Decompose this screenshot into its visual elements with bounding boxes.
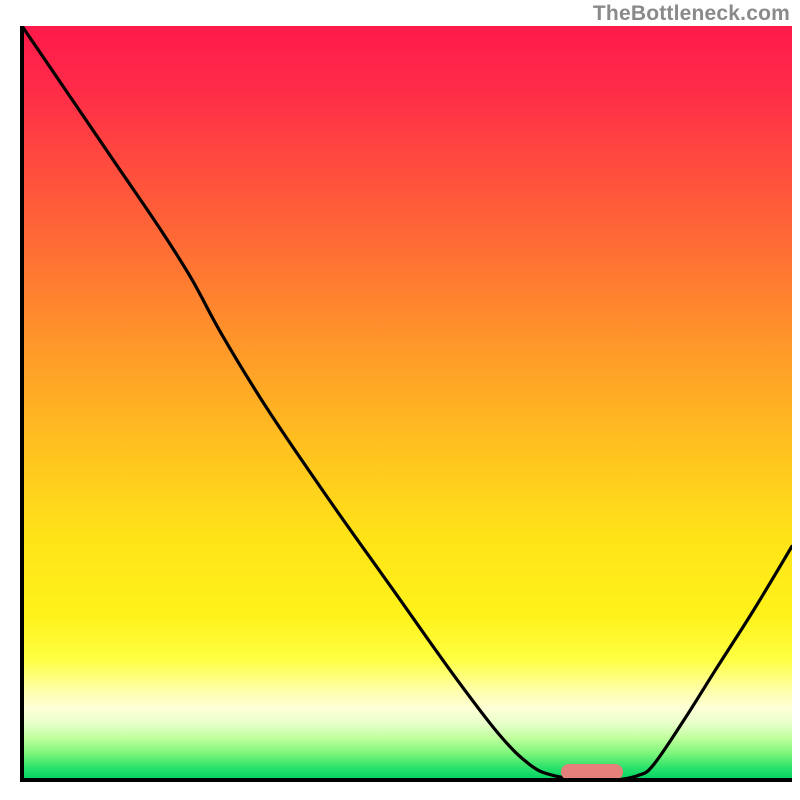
chart-container: TheBottleneck.com bbox=[0, 0, 800, 800]
x-axis-line bbox=[20, 778, 792, 782]
bottleneck-curve bbox=[22, 26, 792, 780]
y-axis-line bbox=[20, 26, 24, 782]
plot-area bbox=[22, 26, 792, 780]
watermark-text: TheBottleneck.com bbox=[593, 2, 790, 26]
